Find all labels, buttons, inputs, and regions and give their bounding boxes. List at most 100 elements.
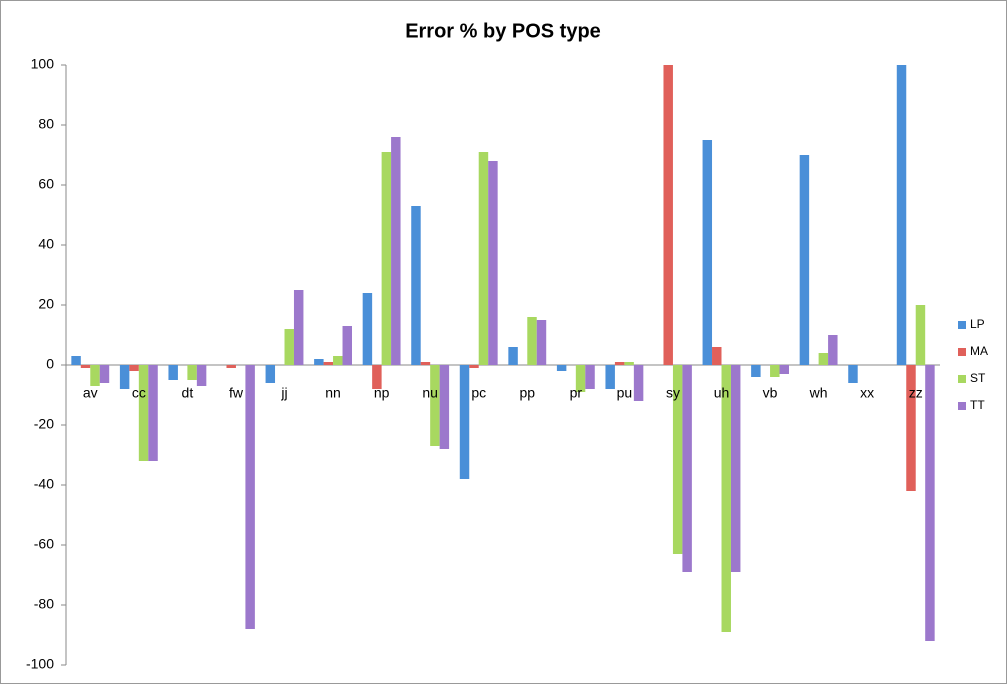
bar [71, 356, 81, 365]
bar [187, 365, 197, 380]
legend-swatch [958, 375, 966, 383]
x-tick-label: fw [229, 385, 244, 401]
bar [508, 347, 518, 365]
y-tick-label: 0 [46, 356, 54, 372]
x-tick-label: pr [570, 385, 583, 401]
bar [391, 137, 401, 365]
bar [585, 365, 595, 389]
bar [265, 365, 276, 383]
bar [556, 365, 567, 371]
bar [411, 206, 421, 365]
x-tick-label: av [83, 385, 98, 401]
bar [168, 365, 178, 380]
bar [818, 353, 829, 365]
x-tick-label: sy [666, 385, 680, 401]
y-tick-label: 60 [38, 176, 54, 192]
bar [119, 365, 130, 389]
bar [925, 365, 935, 641]
x-tick-label: pp [519, 385, 535, 401]
bar [702, 140, 713, 365]
bar [527, 317, 537, 365]
bar [90, 365, 100, 386]
legend-swatch [958, 348, 966, 356]
y-tick-label: -60 [34, 536, 54, 552]
y-tick-label: 20 [38, 296, 54, 312]
bar [99, 365, 110, 383]
bar [362, 293, 373, 365]
bar [439, 365, 450, 449]
legend-label: MA [970, 344, 988, 358]
y-tick-label: -80 [34, 596, 54, 612]
bar [663, 65, 673, 365]
bar [333, 356, 343, 365]
bar [420, 362, 431, 365]
chart-title: Error % by POS type [405, 20, 601, 42]
legend-swatch [958, 402, 966, 410]
bar [314, 359, 324, 365]
x-tick-label: zz [909, 385, 923, 401]
bar [605, 365, 615, 389]
x-tick-label: nu [422, 385, 438, 401]
x-tick-label: vb [763, 385, 778, 401]
bar [575, 365, 586, 392]
x-tick-label: pc [471, 385, 486, 401]
x-tick-label: dt [182, 385, 194, 401]
bar [682, 365, 692, 572]
bar [323, 362, 334, 365]
y-tick-label: 80 [38, 116, 54, 132]
bar [381, 152, 392, 365]
bar [478, 152, 489, 365]
bar [196, 365, 207, 386]
bar [459, 365, 470, 479]
bar [906, 365, 916, 491]
bar [148, 365, 158, 461]
bar [614, 362, 625, 365]
bar [624, 362, 634, 365]
x-tick-label: pu [617, 385, 633, 401]
bar [536, 320, 547, 365]
x-tick-label: uh [714, 385, 730, 401]
bar [633, 365, 644, 401]
legend-label: ST [970, 371, 986, 385]
bar [751, 365, 761, 377]
bar [672, 365, 683, 554]
bar [226, 365, 236, 368]
bar [799, 155, 810, 365]
x-tick-label: cc [132, 385, 146, 401]
legend-swatch [958, 321, 966, 329]
bar [430, 365, 440, 446]
bar [284, 329, 294, 365]
bar [848, 365, 858, 383]
bar [129, 365, 139, 371]
bar [915, 305, 926, 365]
bar [896, 65, 907, 365]
bar [245, 365, 255, 629]
bar [779, 365, 789, 374]
y-tick-label: -20 [34, 416, 54, 432]
bar [721, 365, 731, 632]
legend-label: TT [970, 398, 985, 412]
x-tick-label: np [374, 385, 390, 401]
bar [372, 365, 382, 389]
bar [469, 365, 479, 368]
bar [828, 335, 838, 365]
y-tick-label: 40 [38, 236, 54, 252]
y-tick-label: 100 [31, 56, 55, 72]
x-tick-label: jj [280, 385, 287, 401]
bar [770, 365, 780, 377]
bar [80, 365, 91, 368]
bar [488, 161, 498, 365]
bar [712, 347, 722, 365]
y-tick-label: -40 [34, 476, 54, 492]
legend-label: LP [970, 317, 985, 331]
x-tick-label: nn [325, 385, 341, 401]
bar [730, 365, 741, 572]
x-tick-label: xx [860, 385, 874, 401]
bar [342, 326, 352, 365]
x-tick-label: wh [809, 385, 828, 401]
bar [138, 365, 149, 461]
y-tick-label: -100 [26, 656, 54, 672]
bar [293, 290, 304, 365]
